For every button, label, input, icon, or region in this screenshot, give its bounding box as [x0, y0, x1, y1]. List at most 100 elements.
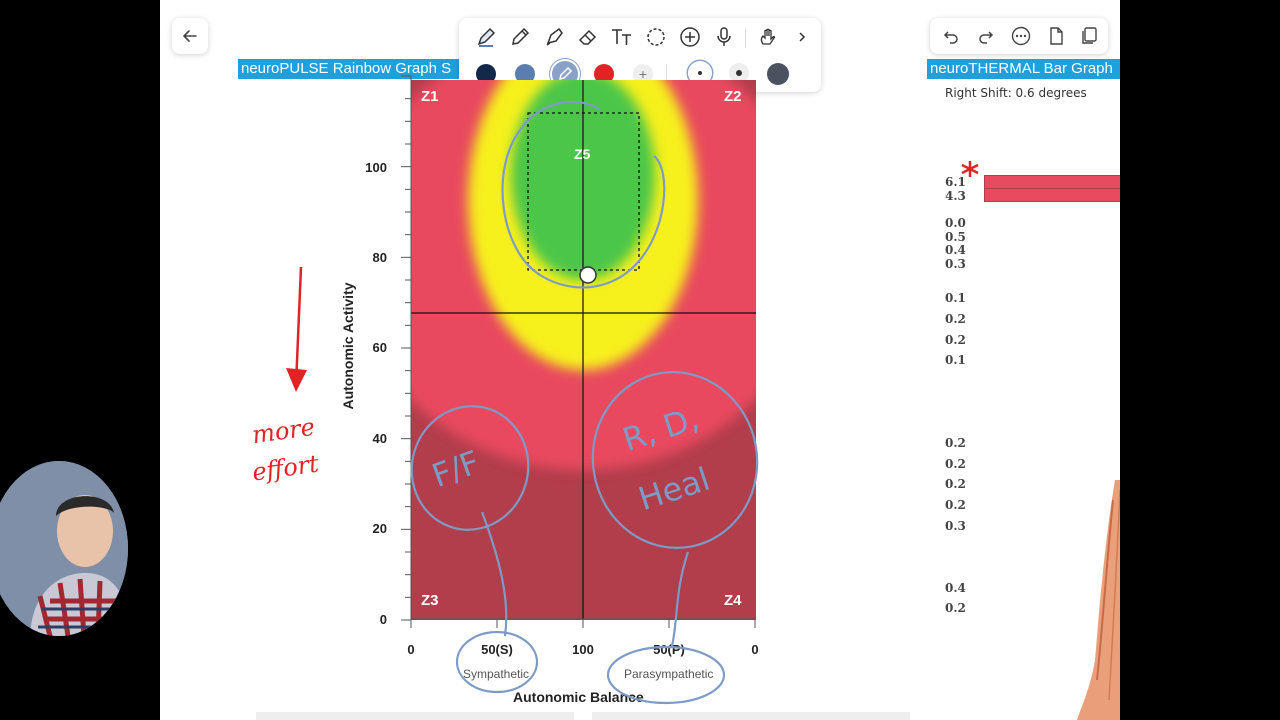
x-tick-label: 50(P)	[653, 642, 685, 657]
thermal-value: 4.3	[945, 189, 966, 203]
lasso-tool-button[interactable]	[643, 24, 669, 50]
y-tick-label: 0	[379, 612, 387, 627]
thermal-value: 0.4	[945, 243, 966, 257]
highlighter-icon	[546, 27, 563, 46]
zone-z3-label: Z3	[421, 592, 439, 609]
sympathetic-label: Sympathetic	[463, 667, 530, 681]
toolbar-divider	[666, 64, 667, 84]
thermal-value: 0.3	[945, 257, 966, 271]
zone-z2-label: Z2	[724, 88, 742, 105]
thermal-value: 0.1	[945, 353, 966, 367]
rainbow-graph: Z1 Z2 Z3 Z4 Z5	[411, 80, 756, 620]
y-tick-label: 20	[372, 521, 387, 536]
dot-small-icon	[698, 71, 702, 75]
thermal-value: 0.2	[945, 477, 966, 491]
neuropulse-banner: neuroPULSE Rainbow Graph S	[238, 59, 464, 79]
y-axis	[401, 75, 412, 621]
pencil-tool-button[interactable]	[507, 24, 533, 50]
thermal-value: 0.1	[945, 291, 966, 305]
pages-button[interactable]	[1076, 23, 1102, 49]
dot-medium-icon	[736, 70, 742, 76]
page-actions-toolbar	[930, 18, 1108, 54]
plus-icon: +	[638, 66, 648, 82]
x-axis-label: Autonomic Balance	[513, 689, 644, 705]
page-strip	[256, 712, 574, 720]
more-options-button[interactable]	[1008, 23, 1034, 49]
x-tick-label: 100	[572, 642, 594, 657]
hand-draw-button[interactable]	[755, 24, 781, 50]
thermal-bar-1	[984, 175, 1120, 189]
page-strip	[592, 712, 910, 720]
more-tools-button[interactable]	[789, 24, 815, 50]
undo-icon	[943, 31, 958, 44]
stroke-size-thick[interactable]	[767, 63, 789, 85]
y-tick-label: 40	[372, 431, 387, 446]
plus-circle-icon	[680, 27, 700, 47]
highlighter-tool-button[interactable]	[541, 24, 567, 50]
add-button[interactable]	[677, 24, 703, 50]
zone-z5-label: Z5	[574, 146, 591, 162]
x-axis	[410, 618, 756, 628]
y-tick-label: 100	[365, 160, 387, 175]
webcam-overlay	[0, 461, 128, 636]
arrow-left-icon	[183, 30, 197, 42]
thermal-value: 0.5	[945, 230, 966, 244]
thermal-value: 0.2	[945, 498, 966, 512]
thermal-value: 0.0	[945, 216, 966, 230]
x-tick-label: 50(S)	[481, 642, 513, 657]
thermal-value: 0.2	[945, 457, 966, 471]
text-tool-button[interactable]	[609, 24, 635, 50]
color-swatch-blue[interactable]	[515, 64, 535, 84]
export-button[interactable]	[1043, 23, 1069, 49]
microphone-icon	[717, 27, 731, 46]
annotation-effort: effort	[250, 449, 321, 487]
pen-tool-button[interactable]	[473, 24, 499, 50]
thermal-value: 0.2	[945, 436, 966, 450]
eraser-tool-button[interactable]	[575, 24, 601, 50]
color-swatch-red[interactable]	[594, 64, 614, 84]
back-button[interactable]	[172, 18, 208, 54]
right-shift-text: Right Shift: 0.6 degrees	[945, 86, 1087, 100]
copy-pages-icon	[1082, 27, 1097, 44]
y-tick-label: 60	[372, 340, 387, 355]
y-axis-label: Autonomic Activity	[340, 282, 356, 410]
hand-pen-icon	[760, 28, 776, 45]
y-tick-label: 80	[372, 250, 387, 265]
microphone-button[interactable]	[711, 24, 737, 50]
toolbar-divider	[745, 28, 746, 48]
thermal-value: 6.1	[945, 175, 966, 189]
color-swatch-navy[interactable]	[476, 64, 496, 84]
canvas-page: neuroPULSE Rainbow Graph S neuroTHERMAL …	[160, 0, 1120, 720]
add-color-button[interactable]: +	[633, 64, 653, 84]
zone-z1-label: Z1	[421, 88, 439, 105]
pen-icon	[477, 27, 496, 47]
activity-point	[579, 266, 597, 284]
back-toolbar	[172, 18, 208, 54]
chevron-right-icon	[799, 32, 806, 42]
neurothermal-banner: neuroTHERMAL Bar Graph	[927, 59, 1120, 79]
thermal-value: 0.2	[945, 312, 966, 326]
undo-button[interactable]	[938, 23, 964, 49]
redo-icon	[979, 31, 994, 44]
thermal-value: 0.4	[945, 581, 966, 595]
redo-button[interactable]	[973, 23, 999, 49]
anatomy-figure-image	[1077, 480, 1120, 720]
document-sparkle-icon	[1050, 27, 1063, 45]
stroke-size-medium[interactable]	[729, 63, 749, 83]
thermal-value: 0.2	[945, 333, 966, 347]
pencil-icon	[512, 27, 530, 45]
ellipsis-circle-icon	[1011, 26, 1031, 46]
thermal-value: 0.2	[945, 601, 966, 615]
annotation-more: more	[250, 412, 317, 450]
thermal-value: 0.3	[945, 519, 966, 533]
thermal-bar-2	[984, 188, 1120, 202]
lasso-icon	[647, 28, 665, 46]
x-tick-label: 0	[751, 642, 759, 657]
text-icon	[612, 29, 631, 45]
pencil-selected-icon	[558, 66, 573, 81]
zone-z4-label: Z4	[724, 592, 742, 609]
eraser-icon	[578, 29, 597, 45]
parasympathetic-label: Parasympathetic	[624, 667, 714, 681]
presenter-video	[0, 461, 128, 636]
x-tick-label: 0	[407, 642, 415, 657]
